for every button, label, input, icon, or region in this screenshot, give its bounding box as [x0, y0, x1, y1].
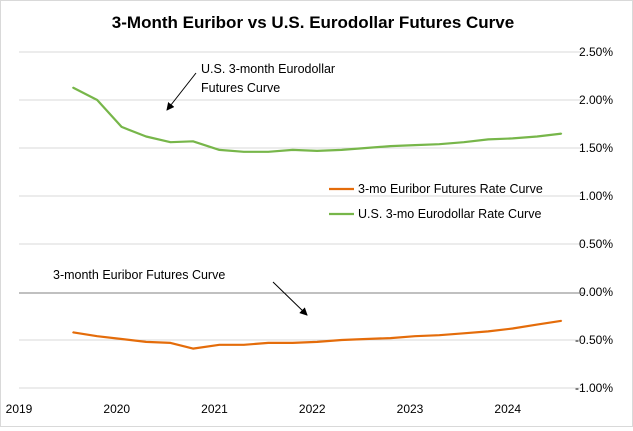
annotation-us-text: U.S. 3-month Eurodollar: [201, 62, 335, 76]
annotation-us-arrow: [166, 72, 197, 111]
data-point: [292, 149, 294, 151]
data-point: [218, 149, 220, 151]
data-point: [536, 324, 538, 326]
axes: 2.50% 2.00% 1.50% 1.00% 0.50% 0.00% -0.50% -1.0…: [6, 45, 614, 416]
data-point: [463, 332, 465, 334]
data-point: [192, 140, 194, 142]
series-line-1: [72, 86, 562, 153]
data-point: [414, 335, 416, 337]
data-point: [316, 150, 318, 152]
data-point: [365, 338, 367, 340]
data-point: [267, 151, 269, 153]
data-point: [243, 151, 245, 153]
annotations: U.S. 3-month Eurodollar Futures Curve 3-mo…: [53, 62, 335, 316]
data-point: [512, 327, 514, 330]
y-tick-label: 2.00%: [579, 93, 613, 107]
data-point: [389, 145, 392, 147]
gridlines: [19, 51, 584, 389]
legend-label-0: 3-mo Euribor Futures Rate Curve: [358, 182, 543, 196]
data-point: [316, 341, 318, 343]
data-point: [438, 143, 440, 145]
y-tick-label: 1.00%: [579, 189, 613, 203]
x-tick-label: 2020: [103, 402, 130, 416]
y-tick-label: 2.50%: [579, 45, 613, 59]
data-point: [267, 342, 269, 344]
data-point: [463, 141, 465, 143]
legend-label-1: U.S. 3-mo Eurodollar Rate Curve: [358, 207, 541, 221]
data-point: [192, 348, 194, 350]
data-point: [414, 144, 416, 146]
x-tick-label: 2021: [201, 402, 228, 416]
x-tick-label: 2023: [397, 402, 424, 416]
data-point: [292, 342, 294, 344]
data-point: [121, 126, 123, 128]
data-point: [72, 331, 74, 333]
data-point: [487, 330, 489, 332]
data-point: [560, 320, 563, 322]
annotation-us-text: Futures Curve: [201, 81, 280, 95]
data-point: [512, 137, 514, 139]
data-point: [340, 149, 343, 151]
data-point: [536, 135, 538, 138]
series-line-0: [72, 319, 562, 350]
data-point: [487, 138, 489, 140]
data-point: [438, 334, 440, 336]
x-tick-label: 2022: [299, 402, 326, 416]
data-point: [365, 147, 367, 149]
y-tick-label: 0.50%: [579, 237, 613, 251]
data-point: [145, 135, 147, 138]
x-tick-label: 2019: [6, 402, 33, 416]
data-point: [96, 335, 98, 337]
y-tick-label: -0.50%: [575, 333, 613, 347]
data-point: [218, 344, 220, 346]
chart-title: 3-Month Euribor vs U.S. Eurodollar Futur…: [112, 13, 514, 32]
data-point: [72, 86, 74, 89]
y-tick-label: -1.00%: [575, 381, 613, 395]
data-point: [96, 99, 98, 101]
annotation-eu-text: 3-month Euribor Futures Curve: [53, 268, 225, 282]
data-point: [121, 338, 123, 340]
data-point: [560, 133, 563, 135]
data-point: [145, 341, 147, 343]
data-point: [389, 337, 392, 339]
legend: 3-mo Euribor Futures Rate Curve U.S. 3-mo…: [329, 182, 543, 221]
x-tick-label: 2024: [494, 402, 521, 416]
data-point: [169, 141, 172, 143]
data-point: [243, 344, 245, 346]
y-tick-label: 1.50%: [579, 141, 613, 155]
y-tick-label: 0.00%: [579, 285, 613, 299]
annotation-eu-arrow: [272, 281, 308, 316]
series-lines: [72, 86, 563, 350]
data-point: [169, 342, 172, 344]
data-point: [340, 339, 343, 341]
